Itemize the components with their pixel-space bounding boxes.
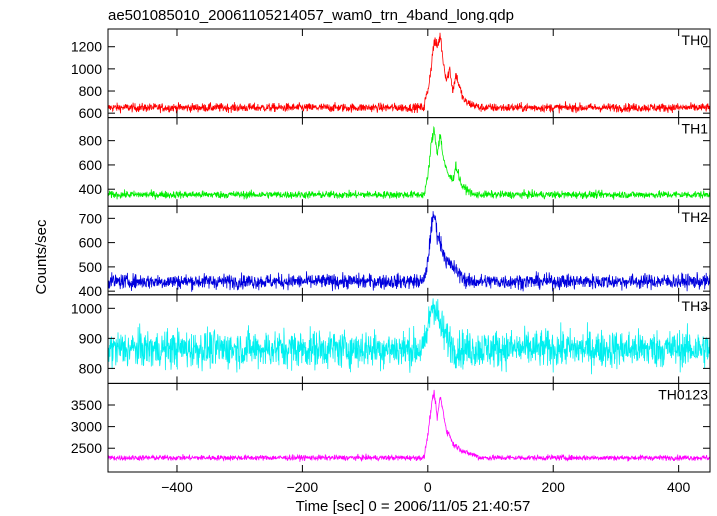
x-tick-label: 400 <box>667 479 691 495</box>
y-tick-label: 600 <box>79 157 103 173</box>
x-tick-label: 0 <box>424 479 432 495</box>
series-line-th0 <box>108 32 710 114</box>
panel-label-th0: TH0 <box>682 32 709 48</box>
series-line-th2 <box>108 211 710 292</box>
y-tick-label: 1200 <box>71 39 102 55</box>
x-tick-label: 200 <box>542 479 566 495</box>
panel-frame <box>107 28 711 119</box>
y-tick-label: 3500 <box>71 397 102 413</box>
x-tick-label: −200 <box>287 479 319 495</box>
y-tick-label: 1000 <box>71 300 102 316</box>
y-tick-label: 400 <box>79 283 103 299</box>
y-tick-label: 600 <box>79 235 103 251</box>
y-tick-label: 800 <box>79 360 103 376</box>
x-axis-label: Time [sec] 0 = 2006/11/05 21:40:57 <box>296 498 531 515</box>
series-line-th1 <box>108 125 710 200</box>
y-tick-label: 900 <box>79 330 103 346</box>
panel-label-th2: TH2 <box>682 209 709 225</box>
y-tick-label: 800 <box>79 83 103 99</box>
panel-label-th3: TH3 <box>682 298 709 314</box>
y-tick-label: 1000 <box>71 61 102 77</box>
chart-title: ae501085010_20061105214057_wam0_trn_4ban… <box>108 7 514 24</box>
panel-label-th0123: TH0123 <box>658 386 708 402</box>
panel-label-th1: TH1 <box>682 121 709 137</box>
y-tick-label: 600 <box>79 105 103 121</box>
y-tick-label: 400 <box>79 181 103 197</box>
series-line-th0123 <box>108 389 710 462</box>
y-tick-label: 800 <box>79 133 103 149</box>
panel-frame <box>107 382 711 473</box>
y-tick-label: 700 <box>79 210 103 226</box>
y-tick-label: 3000 <box>71 419 102 435</box>
y-axis-label: Counts/sec <box>33 219 50 295</box>
y-tick-label: 500 <box>79 259 103 275</box>
x-tick-label: −400 <box>161 479 193 495</box>
panels: 600 800 1000 1200 TH0 400 600 800 TH1 400 500 600 70… <box>71 28 711 495</box>
series-line-th3 <box>108 298 710 375</box>
y-tick-label: 2500 <box>71 440 102 456</box>
